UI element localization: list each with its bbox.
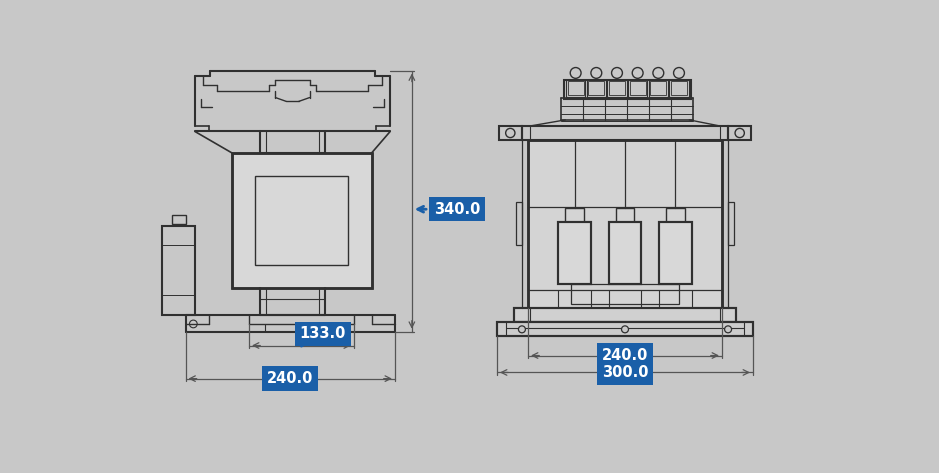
Bar xyxy=(563,80,691,99)
Text: 340.0: 340.0 xyxy=(418,201,480,217)
Bar xyxy=(728,126,751,140)
Bar xyxy=(172,215,186,224)
Bar xyxy=(515,308,736,322)
Bar xyxy=(609,81,625,95)
Bar xyxy=(255,176,348,265)
Bar xyxy=(232,153,372,288)
Bar xyxy=(497,322,753,335)
Text: 133.0: 133.0 xyxy=(300,326,346,346)
Circle shape xyxy=(725,326,731,333)
Bar xyxy=(497,322,753,335)
Bar xyxy=(630,81,646,95)
Bar xyxy=(559,222,591,284)
Bar xyxy=(566,80,585,97)
Bar xyxy=(522,126,728,140)
Bar xyxy=(649,80,668,97)
Bar xyxy=(499,126,522,140)
Bar xyxy=(232,153,372,288)
Bar xyxy=(528,140,722,308)
Bar xyxy=(589,81,605,95)
Bar xyxy=(516,202,522,245)
Bar xyxy=(528,140,722,308)
Bar xyxy=(571,284,679,304)
Text: 240.0: 240.0 xyxy=(602,348,648,363)
Bar xyxy=(671,81,687,95)
Bar xyxy=(565,209,584,222)
Bar xyxy=(659,222,692,284)
Circle shape xyxy=(622,326,628,333)
Bar xyxy=(515,308,736,322)
Bar xyxy=(608,80,626,97)
Bar xyxy=(608,222,641,284)
Bar xyxy=(587,80,606,97)
Bar xyxy=(651,81,667,95)
Bar xyxy=(162,226,195,315)
Bar xyxy=(628,80,647,97)
Text: 240.0: 240.0 xyxy=(267,371,314,386)
Bar xyxy=(559,222,591,284)
Circle shape xyxy=(518,326,526,333)
Bar xyxy=(670,80,688,97)
Bar xyxy=(608,222,641,284)
Bar xyxy=(659,222,692,284)
Bar xyxy=(728,202,734,245)
Bar xyxy=(616,209,635,222)
Text: 300.0: 300.0 xyxy=(602,365,648,380)
Bar xyxy=(666,209,685,222)
Bar xyxy=(568,81,584,95)
